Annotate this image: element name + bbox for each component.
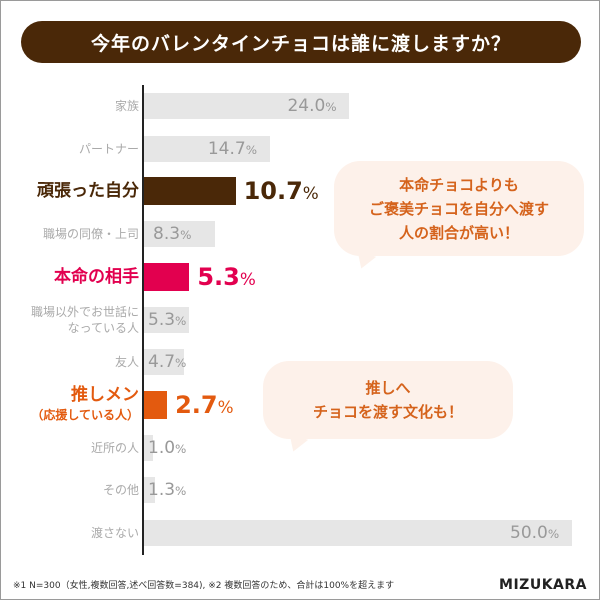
bar-row: 本命の相手 5.3% — [1, 257, 600, 297]
value-label: 2.7% — [175, 390, 234, 419]
callout-self-reward: 本命チョコよりも ご褒美チョコを自分へ渡す 人の割合が高い！ — [334, 161, 584, 256]
value-label: 5.3% — [197, 262, 256, 291]
category-label: 近所の人 — [90, 440, 139, 455]
bar-row: パートナー 14.7% — [1, 129, 600, 169]
bar — [144, 93, 350, 119]
value-label: 1.3% — [148, 480, 187, 501]
bar-row: 職場の同僚・上司 8.3% — [1, 214, 600, 254]
category-label: パートナー — [78, 141, 139, 156]
y-axis-line — [142, 85, 144, 555]
bar-row: 家族 24.0% — [1, 86, 600, 126]
bar — [144, 306, 190, 333]
category-label: 家族 — [114, 99, 139, 113]
chart-title: 今年のバレンタインチョコは誰に渡しますか？ — [21, 21, 581, 63]
category-label: 職場以外でお世話に なっている人 — [30, 304, 139, 335]
value-label: 10.7% — [243, 177, 319, 206]
bar — [144, 135, 270, 162]
value-label: 1.0% — [148, 437, 187, 458]
category-label: 本命の相手 — [54, 266, 139, 287]
bar-row: 友人 4.7% — [1, 342, 600, 382]
bar-row: 推しメン （応援している人） 2.7% — [1, 385, 600, 425]
bar — [144, 477, 156, 504]
mizukara-logo: MIZUKARA — [499, 577, 587, 593]
category-label: 職場の同僚・上司 — [42, 227, 139, 242]
bar — [144, 349, 185, 376]
value-label: 5.3% — [148, 309, 187, 330]
value-label: 14.7% — [207, 138, 257, 159]
footnote: ※1 N=300（女性,複数回答,述べ回答数=384), ※2 複数回答のため、… — [13, 581, 395, 591]
bar — [144, 221, 216, 248]
bar — [144, 520, 572, 546]
value-label: 50.0% — [510, 523, 560, 543]
bar-row: 近所の人 1.0% — [1, 428, 600, 468]
category-label: その他 — [102, 483, 139, 498]
value-label: 24.0% — [287, 96, 337, 116]
bar-row: 頑張った自分 10.7% — [1, 171, 600, 211]
bar-row: 渡さない 50.0% — [1, 513, 600, 553]
callout-oshi: 推しへ チョコを渡す文化も！ — [263, 361, 513, 439]
bar — [144, 434, 153, 461]
bar-row: 職場以外でお世話に なっている人 5.3% — [1, 300, 600, 340]
category-label: 友人 — [114, 355, 139, 370]
bar — [144, 390, 168, 419]
value-label: 4.7% — [148, 352, 187, 373]
category-label: 頑張った自分 — [37, 181, 139, 202]
bar — [144, 262, 190, 291]
category-label: 推しメン （応援している人） — [31, 384, 139, 422]
bar — [144, 177, 236, 206]
bar-row: その他 1.3% — [1, 470, 600, 510]
category-label: 渡さない — [90, 526, 139, 540]
value-label: 8.3% — [153, 224, 192, 245]
